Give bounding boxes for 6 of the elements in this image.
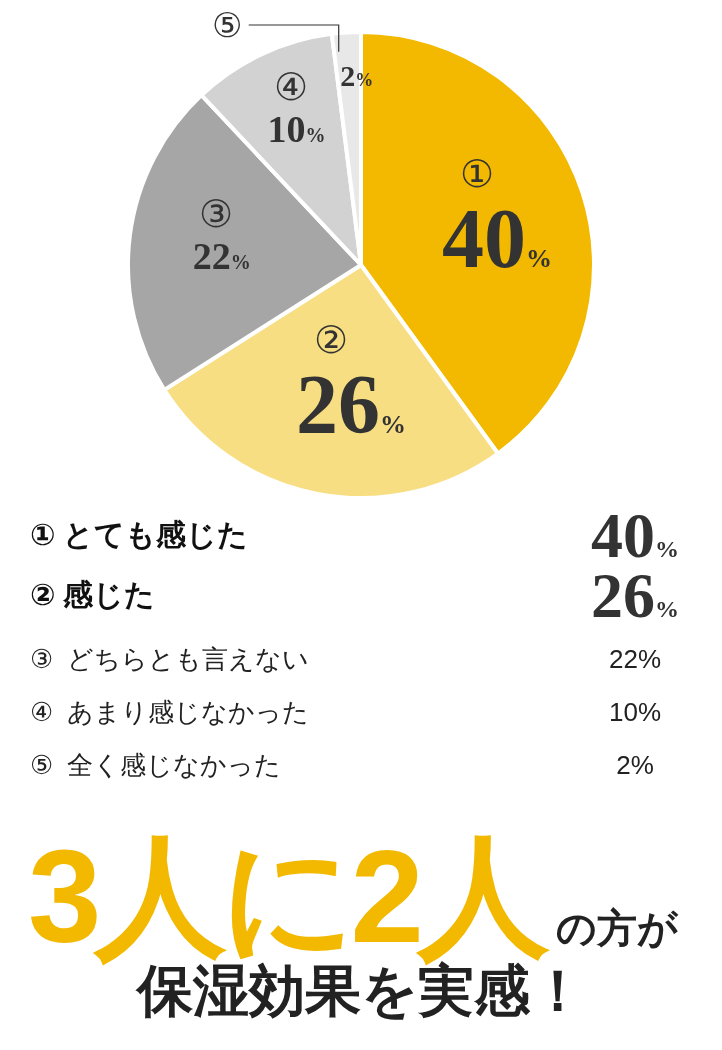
- data-label: 10%: [267, 107, 326, 150]
- slice-label: ④: [273, 65, 308, 108]
- data-label: 22%: [192, 234, 251, 277]
- slice-label: ⑤: [211, 7, 242, 44]
- table: ① とても感じた 40% ② 感じた 26% ③ どちらとも言えない 22% ④ あまり感じなかった 10% ⑤ 全く感じなかった 2%: [30, 500, 679, 780]
- slice-label: ③: [198, 192, 233, 235]
